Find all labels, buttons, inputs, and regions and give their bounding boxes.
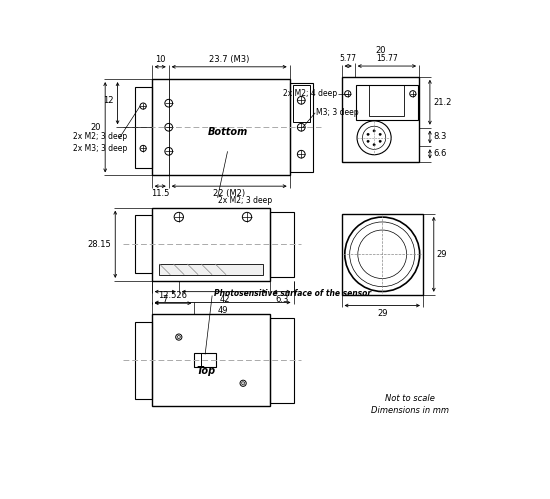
- Text: 42: 42: [219, 295, 230, 304]
- Text: 21.2: 21.2: [433, 98, 452, 107]
- Bar: [293, 85, 310, 122]
- Text: 22 (M2): 22 (M2): [213, 189, 245, 198]
- Bar: [370, 84, 404, 116]
- Text: 12: 12: [103, 96, 114, 105]
- Text: M3; 3 deep: M3; 3 deep: [316, 108, 359, 117]
- Text: 2x M2; 4 deep: 2x M2; 4 deep: [283, 89, 338, 98]
- Text: 6.6: 6.6: [433, 149, 447, 158]
- Circle shape: [367, 133, 369, 136]
- Text: 6.3: 6.3: [275, 295, 289, 304]
- Text: Bottom: Bottom: [207, 127, 248, 137]
- Text: 28.15: 28.15: [87, 240, 111, 249]
- Bar: [342, 214, 423, 295]
- Bar: [342, 77, 419, 162]
- Text: 23.7 (M3): 23.7 (M3): [209, 55, 249, 64]
- Text: 29: 29: [437, 250, 447, 259]
- Bar: [355, 84, 417, 120]
- Text: 2x M2; 3 deep: 2x M2; 3 deep: [73, 132, 126, 141]
- Text: 15.77: 15.77: [376, 54, 398, 63]
- Bar: [194, 353, 216, 367]
- Bar: [152, 208, 270, 281]
- Bar: [270, 212, 294, 277]
- Bar: [152, 314, 270, 406]
- Circle shape: [367, 140, 369, 142]
- Text: Top: Top: [196, 366, 216, 376]
- Text: Not to scale: Not to scale: [385, 394, 435, 403]
- Text: Photosensitive surface of the sensor: Photosensitive surface of the sensor: [213, 289, 371, 298]
- Text: 20: 20: [91, 123, 101, 132]
- Bar: [290, 83, 313, 172]
- Text: 11.5: 11.5: [151, 189, 169, 198]
- Bar: [152, 79, 290, 175]
- Text: Dimensions in mm: Dimensions in mm: [371, 406, 449, 415]
- Bar: [135, 87, 152, 168]
- Text: 10: 10: [155, 55, 166, 64]
- Bar: [135, 216, 152, 273]
- Text: 5.77: 5.77: [340, 54, 356, 63]
- Text: 20: 20: [375, 46, 386, 55]
- Text: 7: 7: [163, 295, 168, 304]
- Circle shape: [379, 140, 381, 142]
- Text: 12.526: 12.526: [158, 291, 188, 300]
- Text: 49: 49: [217, 305, 228, 314]
- Text: 8.3: 8.3: [433, 132, 447, 141]
- Bar: [270, 318, 294, 403]
- Circle shape: [379, 133, 381, 136]
- Text: 2x M3; 3 deep: 2x M3; 3 deep: [73, 144, 127, 153]
- Text: 29: 29: [377, 308, 388, 317]
- Circle shape: [373, 130, 375, 132]
- Text: 2x M2; 3 deep: 2x M2; 3 deep: [218, 196, 272, 205]
- Bar: [160, 264, 262, 275]
- Bar: [135, 322, 152, 399]
- Circle shape: [373, 144, 375, 146]
